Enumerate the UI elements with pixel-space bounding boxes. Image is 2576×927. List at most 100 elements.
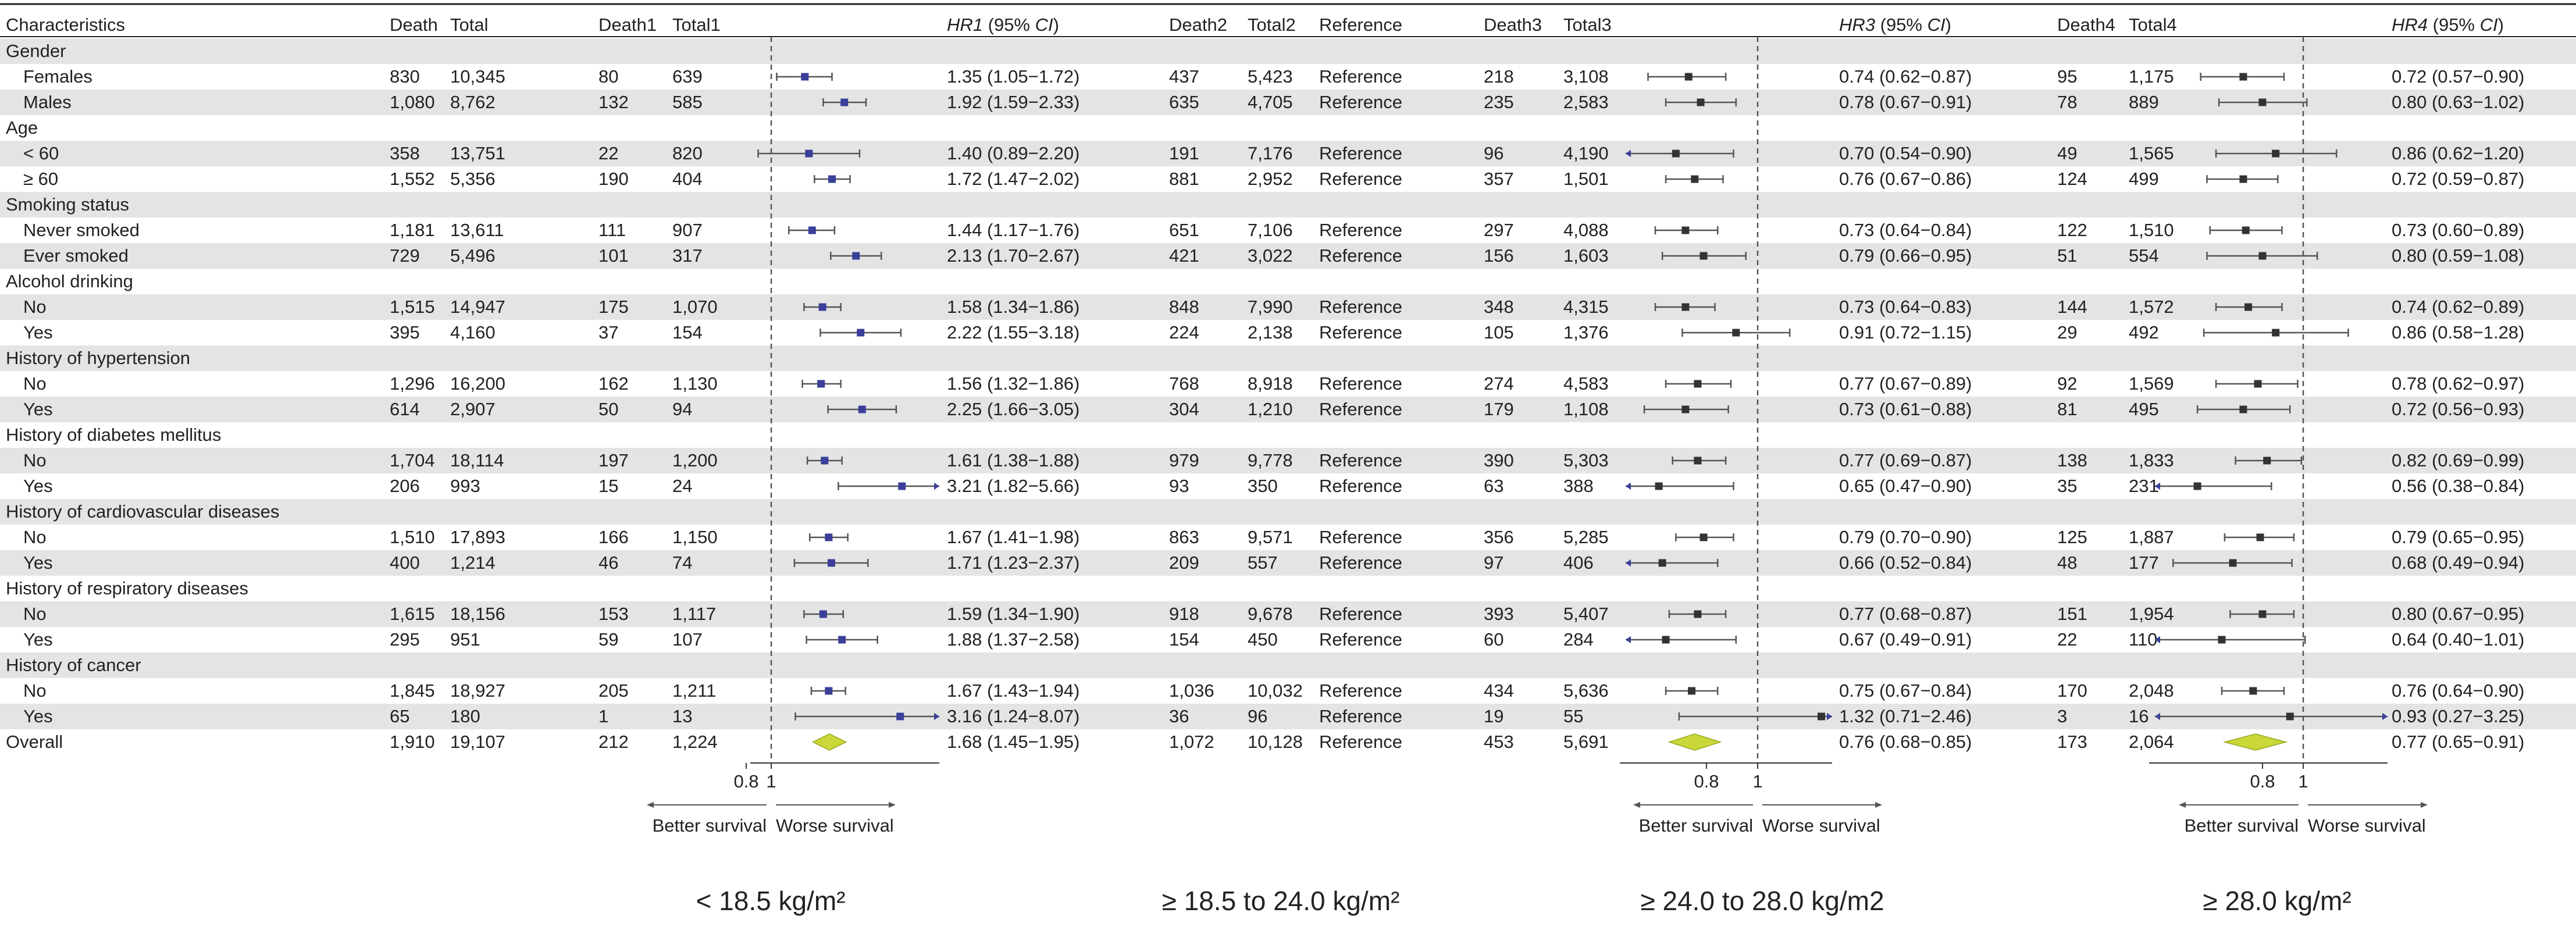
header-total4: Total4 bbox=[2129, 15, 2177, 35]
cell-hr4: 0.56 (0.38−0.84) bbox=[2392, 476, 2524, 496]
better-arrow-head bbox=[2179, 802, 2186, 808]
cell-reference: Reference bbox=[1319, 604, 1402, 624]
cell-death: 1,510 bbox=[390, 527, 435, 547]
cell-death4: 49 bbox=[2057, 143, 2077, 163]
cell-total1: 24 bbox=[672, 476, 692, 496]
better-arrow-head bbox=[1633, 802, 1640, 808]
header-total3: Total3 bbox=[1563, 15, 1612, 35]
point-estimate-hr1 bbox=[817, 380, 825, 388]
cell-total: 17,893 bbox=[450, 527, 505, 547]
worse-arrow-head bbox=[1875, 802, 1882, 808]
cell-death2: 863 bbox=[1169, 527, 1199, 547]
cell-reference: Reference bbox=[1319, 527, 1402, 547]
header-death: Death bbox=[390, 15, 438, 35]
cell-total3: 5,407 bbox=[1563, 604, 1609, 624]
point-estimate-hr4 bbox=[2286, 712, 2294, 721]
cell-total2: 10,128 bbox=[1248, 732, 1303, 752]
overall-diamond-hr4 bbox=[2222, 733, 2288, 751]
cell-death: 1,910 bbox=[390, 732, 435, 752]
cell-death4: 22 bbox=[2057, 629, 2077, 650]
cell-reference: Reference bbox=[1319, 220, 1402, 240]
cell-death2: 768 bbox=[1169, 373, 1199, 394]
cell-death: 1,296 bbox=[390, 373, 435, 394]
cell-hr1: 1.35 (1.05−1.72) bbox=[947, 66, 1079, 87]
cell-hr1: 2.25 (1.66−3.05) bbox=[947, 399, 1079, 419]
point-estimate-hr4 bbox=[2256, 533, 2264, 541]
cell-hr3: 0.73 (0.64−0.83) bbox=[1839, 297, 1972, 317]
cell-total4: 1,510 bbox=[2129, 220, 2174, 240]
cell-hr1: 1.71 (1.23−2.37) bbox=[947, 552, 1079, 573]
cell-hr3: 0.73 (0.64−0.84) bbox=[1839, 220, 1972, 240]
header-death3: Death3 bbox=[1484, 15, 1542, 35]
cell-total4: 1,833 bbox=[2129, 450, 2174, 470]
cell-death2: 209 bbox=[1169, 552, 1199, 573]
header-hr1: HR1 (95% CI) bbox=[947, 15, 1059, 35]
cell-hr4: 0.77 (0.65−0.91) bbox=[2392, 732, 2524, 752]
point-estimate-hr4 bbox=[2249, 687, 2257, 695]
cell-death3: 297 bbox=[1484, 220, 1514, 240]
cell-total: 13,611 bbox=[450, 220, 504, 240]
point-estimate-hr1 bbox=[858, 405, 866, 413]
cell-total4: 110 bbox=[2129, 629, 2157, 650]
ci-arrow-head bbox=[2382, 712, 2388, 721]
cell-hr1: 1.58 (1.34−1.86) bbox=[947, 297, 1079, 317]
cell-total1: 74 bbox=[672, 552, 692, 573]
cell-death3: 235 bbox=[1484, 92, 1514, 112]
cell-death4: 122 bbox=[2057, 220, 2087, 240]
ci-arrow-head bbox=[2155, 712, 2160, 721]
cell-reference: Reference bbox=[1319, 552, 1402, 573]
cell-death: 1,515 bbox=[390, 297, 435, 317]
cell-total3: 284 bbox=[1563, 629, 1594, 650]
cell-total1: 1,211 bbox=[672, 680, 716, 701]
cell-hr4: 0.82 (0.69−0.99) bbox=[2392, 450, 2524, 470]
cell-hr3: 0.79 (0.66−0.95) bbox=[1839, 245, 1972, 266]
point-estimate-hr4 bbox=[2258, 98, 2267, 106]
point-estimate-hr3 bbox=[1817, 712, 1825, 721]
better-survival-label: Better survival bbox=[2185, 815, 2299, 836]
cell-total4: 2,064 bbox=[2129, 732, 2174, 752]
row-bands bbox=[0, 38, 2576, 729]
cell-hr1: 1.92 (1.59−2.33) bbox=[947, 92, 1079, 112]
row-label: Females bbox=[23, 66, 92, 87]
cell-total3: 5,636 bbox=[1563, 680, 1609, 701]
point-estimate-hr3 bbox=[1681, 405, 1690, 413]
cell-death1: 50 bbox=[598, 399, 618, 419]
cell-death2: 191 bbox=[1169, 143, 1199, 163]
point-estimate-hr3 bbox=[1672, 149, 1680, 158]
cell-hr1: 3.16 (1.24−8.07) bbox=[947, 706, 1079, 726]
cell-death1: 190 bbox=[598, 169, 629, 189]
cell-death4: 3 bbox=[2057, 706, 2067, 726]
cell-death1: 205 bbox=[598, 680, 629, 701]
point-estimate-hr1 bbox=[852, 252, 860, 260]
cell-death1: 15 bbox=[598, 476, 618, 496]
point-estimate-hr4 bbox=[2242, 226, 2250, 234]
point-estimate-hr4 bbox=[2254, 380, 2262, 388]
cell-reference: Reference bbox=[1319, 66, 1402, 87]
cell-death3: 19 bbox=[1484, 706, 1503, 726]
row-label: No bbox=[23, 527, 47, 547]
group-label: History of respiratory diseases bbox=[6, 578, 248, 598]
cell-death1: 101 bbox=[598, 245, 629, 266]
ci-arrow-head bbox=[934, 712, 939, 721]
row-band bbox=[0, 345, 2576, 371]
point-estimate-hr3 bbox=[1662, 636, 1670, 644]
cell-hr3: 0.79 (0.70−0.90) bbox=[1839, 527, 1972, 547]
point-estimate-hr1 bbox=[819, 610, 827, 618]
point-estimate-hr1 bbox=[801, 73, 809, 81]
point-estimate-hr4 bbox=[2239, 73, 2247, 81]
row-band bbox=[0, 704, 2576, 729]
cell-hr3: 0.78 (0.67−0.91) bbox=[1839, 92, 1972, 112]
point-estimate-hr4 bbox=[2272, 329, 2280, 337]
cell-total1: 907 bbox=[672, 220, 703, 240]
cell-death1: 37 bbox=[598, 322, 618, 343]
cell-death4: 51 bbox=[2057, 245, 2077, 266]
worse-arrow-head bbox=[889, 802, 896, 808]
cell-total2: 8,918 bbox=[1248, 373, 1293, 394]
cell-total3: 4,583 bbox=[1563, 373, 1609, 394]
cell-hr4: 0.72 (0.56−0.93) bbox=[2392, 399, 2524, 419]
cell-reference: Reference bbox=[1319, 476, 1402, 496]
cell-death1: 197 bbox=[598, 450, 629, 470]
cell-death3: 156 bbox=[1484, 245, 1514, 266]
cell-total2: 2,138 bbox=[1248, 322, 1293, 343]
point-estimate-hr3 bbox=[1688, 687, 1696, 695]
